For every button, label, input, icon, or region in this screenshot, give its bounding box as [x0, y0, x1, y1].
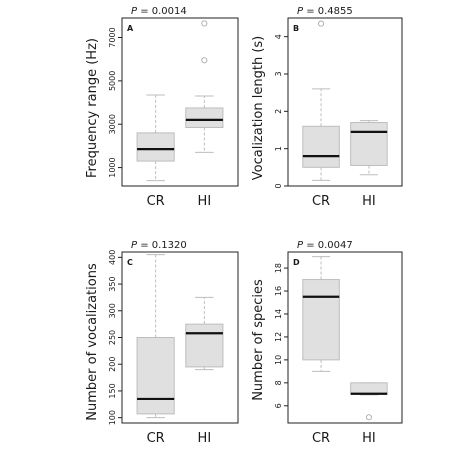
- iqr-box: [136, 337, 175, 415]
- p-symbol: P: [297, 240, 304, 251]
- y-tick-label: 300: [108, 303, 117, 318]
- x-category-label: HI: [362, 194, 376, 209]
- iqr-box: [350, 382, 388, 395]
- y-tick-label: 2: [274, 109, 283, 114]
- p-value-label: P = 0.0014: [131, 6, 187, 17]
- p-symbol: P: [131, 6, 138, 17]
- p-value: = 0.1320: [137, 240, 187, 251]
- y-tick-label: 6: [274, 403, 283, 408]
- x-category-label: HI: [198, 194, 212, 209]
- iqr-box: [302, 125, 340, 168]
- panel-letter: C: [127, 258, 133, 267]
- x-category-label: CR: [147, 194, 165, 209]
- x-category-label: CR: [147, 431, 165, 446]
- box-hi: HI: [350, 120, 388, 209]
- panel-c: 100 150 200 250 300 350 400 Number of vocalizat…: [85, 240, 239, 446]
- y-axis-label: Frequency range (Hz): [85, 38, 100, 178]
- y-tick-label: 350: [108, 276, 117, 291]
- iqr-box: [185, 323, 224, 368]
- box-hi: HI: [185, 20, 224, 209]
- x-category-label: HI: [198, 431, 212, 446]
- x-category-label: HI: [362, 431, 376, 446]
- y-tick-label: 3000: [108, 114, 117, 134]
- plot-frame: [121, 17, 239, 187]
- plot-frame: [287, 17, 403, 187]
- p-value: = 0.0014: [137, 6, 187, 17]
- y-tick-label: 7000: [108, 27, 117, 47]
- outlier-point: [365, 414, 372, 421]
- box-cr: CR: [302, 20, 340, 209]
- p-value-label: P = 0.1320: [131, 240, 187, 251]
- y-tick-label: 1000: [108, 157, 117, 177]
- p-value: = 0.4855: [303, 6, 353, 17]
- p-value: = 0.0047: [303, 240, 353, 251]
- y-tick-label: 18: [274, 263, 283, 273]
- y-tick-label: 14: [274, 309, 283, 319]
- y-tick-label: 1: [274, 146, 283, 151]
- y-tick-label: 200: [108, 357, 117, 372]
- p-value-label: P = 0.0047: [297, 240, 353, 251]
- plot-frame: [287, 251, 403, 424]
- y-tick-label: 12: [274, 332, 283, 342]
- outlier-point: [318, 20, 325, 27]
- box-cr: CR: [136, 254, 175, 446]
- y-axis-label: Vocalization length (s): [251, 36, 266, 181]
- y-tick-label: 8: [274, 380, 283, 385]
- p-value-label: P = 0.4855: [297, 6, 353, 17]
- y-tick-label: 5000: [108, 71, 117, 91]
- box-cr: CR: [136, 94, 175, 209]
- box-cr: CR: [302, 256, 340, 446]
- iqr-box: [302, 279, 340, 361]
- iqr-box: [136, 132, 175, 162]
- panel-letter: D: [293, 258, 300, 267]
- p-symbol: P: [131, 240, 138, 251]
- y-tick-label: 250: [108, 330, 117, 345]
- y-tick-label: 0: [274, 183, 283, 188]
- box-hi: HI: [185, 296, 224, 446]
- iqr-box: [350, 122, 388, 166]
- y-tick-label: 100: [108, 410, 117, 425]
- panel-letter: A: [127, 24, 134, 33]
- x-category-label: CR: [312, 431, 330, 446]
- y-tick-label: 10: [274, 355, 283, 365]
- y-tick-label: 16: [274, 286, 283, 296]
- iqr-box: [185, 107, 224, 128]
- y-axis-label: Number of species: [251, 279, 266, 401]
- x-category-label: CR: [312, 194, 330, 209]
- y-axis-label: Number of vocalizations: [85, 263, 100, 421]
- y-tick-label: 400: [108, 250, 117, 265]
- p-symbol: P: [297, 6, 304, 17]
- y-tick-label: 150: [108, 383, 117, 398]
- outlier-point: [201, 57, 208, 64]
- y-tick-label: 3: [274, 71, 283, 76]
- outlier-point: [201, 20, 208, 27]
- y-tick-label: 4: [274, 34, 283, 39]
- box-hi: HI: [350, 382, 388, 446]
- panel-letter: B: [293, 24, 299, 33]
